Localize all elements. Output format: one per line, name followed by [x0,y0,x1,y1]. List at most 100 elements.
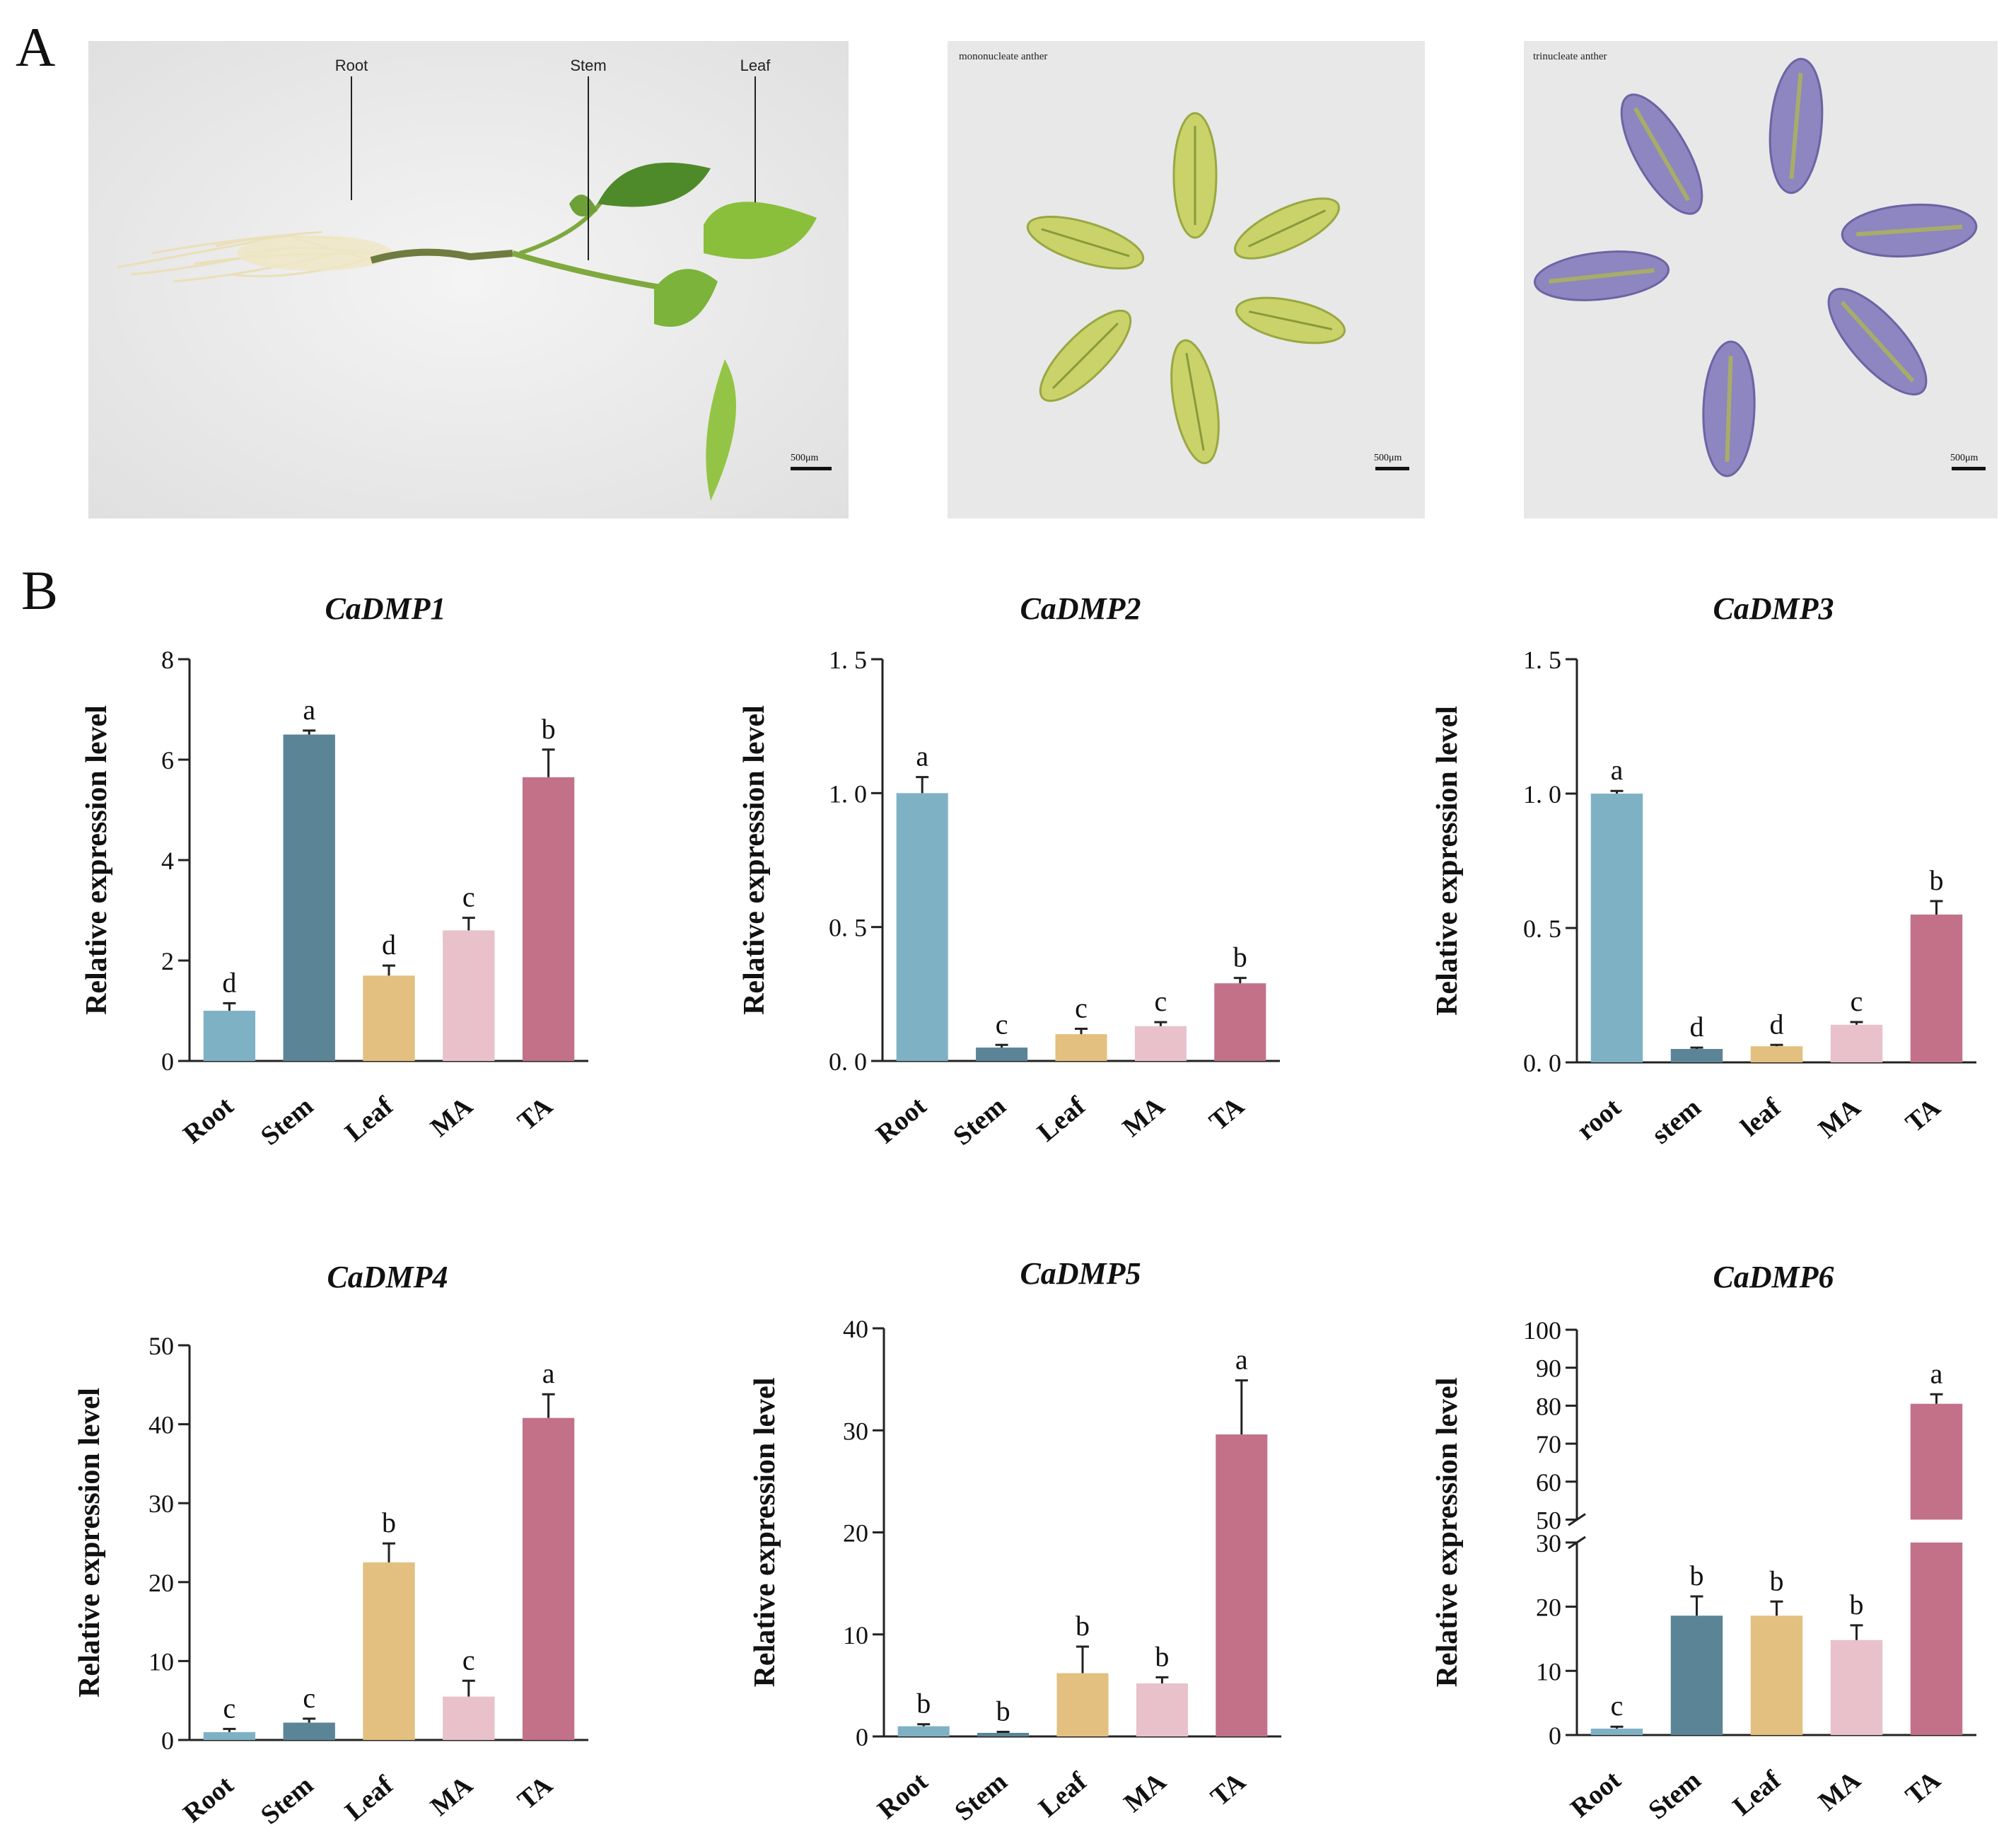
significance-letter: b [1930,864,1944,896]
y-tick-label: 40 [843,1315,868,1343]
significance-letter: c [462,881,475,913]
panel-label-a: A [16,16,56,78]
y-tick-label: 0 [1549,1722,1561,1750]
bar [1750,1046,1803,1062]
seedling-photo [88,41,849,518]
mononucleate-photo [948,41,1425,518]
bar [1134,1026,1187,1061]
bar [1670,1049,1723,1062]
x-tick-label: TA [512,1091,559,1137]
x-tick-label: Leaf [1032,1091,1092,1148]
significance-letter: d [382,929,396,961]
trinucleate-caption: trinucleate anther [1533,51,1607,62]
root-mass [237,236,392,271]
y-axis-label: Relative expression level [74,1388,106,1698]
y-tick-label: 20 [1536,1594,1561,1622]
stem-drawing [370,248,513,264]
bar [1590,794,1643,1062]
x-tick-label: MA [1119,1766,1172,1818]
anther-ring-yellow [1026,112,1346,465]
chart-title: CaDMP4 [327,1260,448,1294]
significance-letter: c [223,1692,236,1724]
y-tick-label: 8 [161,646,174,674]
bar [363,975,415,1061]
photo-label-leaf: Leaf [740,57,771,74]
y-tick-label: 1. 5 [829,646,867,674]
mononucleate-caption: mononucleate anther [959,51,1048,62]
x-tick-label: Stem [255,1770,319,1831]
bar [1216,1434,1268,1736]
significance-letter: b [542,713,556,745]
x-tick-label: TA [1900,1765,1947,1811]
y-tick-label: 0. 0 [829,1048,867,1076]
bar [1056,1673,1109,1736]
y-axis-label: Relative expression level [1431,706,1464,1016]
y-tick-label: 60 [1536,1468,1561,1497]
y-tick-label: 50 [148,1332,174,1360]
bar [1136,1683,1188,1736]
y-tick-label: 90 [1536,1354,1561,1383]
y-tick-label: 1. 5 [1523,646,1561,674]
x-tick-label: MA [1813,1765,1867,1816]
significance-letter: d [222,966,236,998]
significance-letter: b [1690,1560,1704,1591]
significance-letter: a [303,694,315,726]
significance-letter: b [996,1695,1010,1727]
significance-letter: b [1233,941,1247,973]
y-tick-label: 0 [161,1727,174,1755]
x-tick-label: Root [1565,1765,1626,1824]
y-tick-label: 80 [1536,1392,1561,1420]
significance-letter: a [1611,754,1624,786]
x-tick-label: Root [870,1091,932,1150]
y-tick-label: 4 [161,847,174,875]
y-tick-label: 10 [843,1621,868,1649]
x-tick-label: TA [1900,1092,1947,1138]
bar [977,1732,1030,1736]
y-tick-label: 70 [1536,1430,1561,1458]
significance-letter: b [1850,1589,1864,1620]
y-tick-label: 20 [843,1519,868,1548]
x-tick-label: Leaf [1033,1766,1093,1823]
significance-letter: b [1155,1640,1169,1672]
y-tick-label: 0. 5 [1523,915,1561,943]
y-tick-label: 2 [161,947,174,975]
significance-letter: a [542,1357,555,1389]
x-tick-label: Root [177,1091,239,1150]
significance-letter: a [916,741,928,772]
y-tick-label: 40 [148,1411,174,1439]
bar [1910,1403,1963,1520]
bar [522,1417,575,1740]
bar [283,1722,335,1740]
anther-ring-purple [1533,57,1978,477]
x-tick-label: Stem [1643,1765,1706,1826]
significance-letter: c [1075,992,1088,1024]
y-axis-label: Relative expression level [749,1378,781,1688]
x-tick-label: TA [512,1770,559,1816]
y-tick-label: 6 [161,746,174,775]
y-tick-label: 30 [148,1490,174,1518]
chart-title: CaDMP2 [1020,591,1141,626]
bar [897,1726,950,1736]
significance-letter: c [1851,985,1863,1017]
y-tick-label: 1. 0 [1523,780,1561,808]
x-tick-label: Stem [255,1091,319,1151]
significance-letter: b [916,1688,931,1719]
y-tick-label: 50 [1536,1506,1561,1534]
x-tick-label: Leaf [1727,1765,1788,1822]
bar [363,1562,415,1740]
y-tick-label: 30 [843,1417,868,1445]
y-tick-label: 30 [1536,1529,1561,1557]
bar [283,734,335,1061]
bar [522,777,575,1061]
significance-letter: d [1690,1011,1704,1043]
panel-label-b: B [21,559,59,621]
y-axis-label: Relative expression level [81,705,113,1015]
photo-label-root: Root [334,57,368,74]
leaf-drawing [598,162,711,207]
y-tick-label: 1. 0 [829,779,867,808]
scale-label: 500μm [1374,453,1402,463]
bar [443,1696,495,1740]
x-tick-label: Root [872,1767,933,1826]
x-tick-label: Stem [948,1091,1011,1151]
